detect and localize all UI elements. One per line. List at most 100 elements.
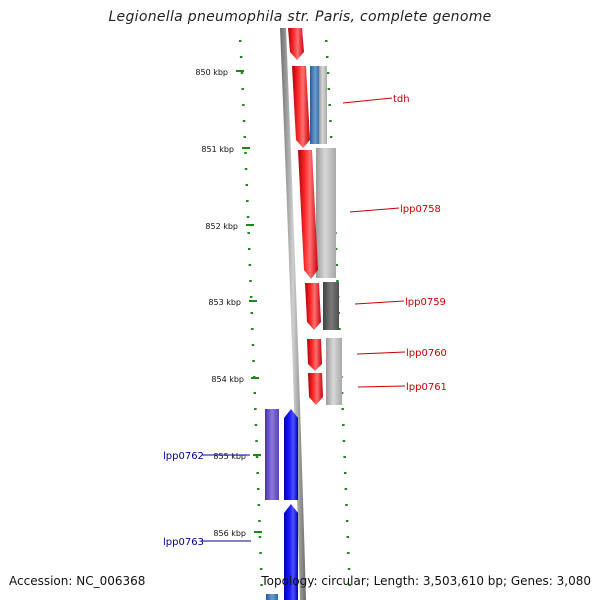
- ring-dot: [344, 472, 347, 474]
- feature-block-dark: [323, 282, 339, 330]
- ring-dot: [342, 424, 345, 426]
- ring-dot: [335, 264, 338, 266]
- ring-dot: [244, 168, 248, 170]
- gene-labels: tdh lpp0758 lpp0759 lpp0760 lpp0761 lpp0…: [163, 94, 447, 548]
- ring-dot: [257, 488, 260, 490]
- gene-label-tdh[interactable]: tdh: [393, 94, 410, 105]
- ring-dot: [246, 216, 250, 218]
- ring-dot: [249, 296, 253, 298]
- ring-dot: [329, 120, 332, 122]
- ring-dot: [338, 328, 341, 330]
- label-leader: [357, 385, 406, 388]
- ring-dot: [329, 136, 333, 138]
- ring-dot: [259, 568, 263, 570]
- ring-dot: [248, 248, 251, 250]
- gene-label-lpp0762[interactable]: lpp0762: [163, 451, 204, 462]
- axis-tick-label: 856 kbp: [213, 529, 246, 538]
- genome-summary: Topology: circular; Length: 3,503,610 bp…: [261, 574, 591, 588]
- ring-dot: [255, 440, 258, 442]
- ring-dot: [345, 520, 349, 522]
- gene-arrow-tdh[interactable]: [292, 66, 310, 148]
- axis-tick-label: 853 kbp: [208, 298, 241, 307]
- axis-tick-label: 850 kbp: [195, 68, 228, 77]
- ring-dot: [248, 264, 252, 266]
- ring-dot: [241, 88, 244, 90]
- ring-dot: [255, 456, 259, 458]
- ring-dot: [326, 72, 330, 74]
- ring-dot: [254, 408, 257, 410]
- ring-dot: [247, 232, 250, 234]
- gene-arrow-lpp0759[interactable]: [305, 283, 321, 330]
- ring-dot: [239, 56, 243, 58]
- ring-dot: [325, 40, 328, 42]
- axis-tick-label: 854 kbp: [211, 375, 244, 384]
- feature-block-steel: [310, 66, 320, 144]
- accession-text: Accession: NC_006368: [9, 574, 146, 588]
- gene-label-lpp0758[interactable]: lpp0758: [400, 204, 441, 215]
- ring-dot: [334, 248, 338, 250]
- ring-dot: [252, 360, 255, 362]
- ring-dot: [257, 504, 261, 506]
- gene-arrow-lpp0762[interactable]: [284, 409, 298, 500]
- axis-tick-label: 855 kbp: [213, 452, 246, 461]
- label-leader: [349, 207, 400, 213]
- gene-label-lpp0761[interactable]: lpp0761: [406, 382, 447, 393]
- ring-dot: [249, 280, 252, 282]
- ring-dot: [260, 584, 263, 586]
- ring-dot: [345, 504, 348, 506]
- ring-dot: [347, 568, 351, 570]
- ring-dot: [328, 104, 331, 106]
- forward-genes: [288, 28, 323, 405]
- feature-block-grey: [326, 338, 342, 405]
- ring-dot: [250, 312, 253, 314]
- ring-dot: [326, 56, 329, 58]
- ring-dot: [327, 88, 331, 90]
- inner-dotted-ring: [239, 40, 263, 586]
- gene-arrow-forward[interactable]: [288, 28, 304, 60]
- feature-block-steel: [266, 594, 278, 600]
- gene-label-lpp0759[interactable]: lpp0759: [405, 297, 446, 308]
- ring-dot: [244, 152, 247, 154]
- ring-dot: [348, 584, 351, 586]
- ring-dot: [246, 200, 249, 202]
- axis-tick-label: 851 kbp: [201, 145, 234, 154]
- feature-block-grey: [319, 66, 327, 144]
- ring-dot: [258, 536, 262, 538]
- ring-dot: [336, 280, 339, 282]
- ring-dot: [239, 40, 242, 42]
- feature-track-outer: [310, 66, 342, 405]
- reverse-genes: [265, 409, 298, 600]
- gene-arrow-lpp0760[interactable]: [307, 339, 322, 371]
- gene-arrow-lpp0763[interactable]: [284, 504, 298, 600]
- ring-dot: [347, 552, 350, 554]
- ring-dot: [259, 552, 262, 554]
- label-leader: [356, 351, 406, 355]
- ring-dot: [243, 136, 246, 138]
- ring-dot: [240, 72, 244, 74]
- label-leader: [342, 97, 393, 104]
- ring-dot: [342, 440, 346, 442]
- gene-label-lpp0760[interactable]: lpp0760: [406, 348, 447, 359]
- gene-arrow-lpp0761[interactable]: [308, 373, 323, 405]
- ring-dot: [341, 408, 344, 410]
- ring-dot: [245, 184, 248, 186]
- ring-dot: [242, 104, 245, 106]
- ring-dot: [258, 520, 261, 522]
- axis-tick-label: 852 kbp: [205, 222, 238, 231]
- genome-backbone: [280, 28, 306, 600]
- feature-block-grey: [316, 148, 336, 278]
- genome-title: Legionella pneumophila str. Paris, compl…: [108, 9, 492, 25]
- gene-arrow-lpp0758[interactable]: [298, 150, 318, 279]
- ring-dot: [251, 344, 255, 346]
- ring-dot: [344, 488, 348, 490]
- ring-dot: [254, 424, 258, 426]
- ring-dot: [343, 456, 346, 458]
- ring-dot: [340, 392, 344, 394]
- axis-ticks: 850 kbp 851 kbp 852 kbp 853 kbp 854 kbp …: [195, 68, 262, 538]
- feature-block-purple: [265, 409, 279, 500]
- ring-dot: [242, 120, 246, 122]
- gene-label-lpp0763[interactable]: lpp0763: [163, 537, 204, 548]
- ring-dot: [256, 472, 259, 474]
- ring-dot: [251, 328, 254, 330]
